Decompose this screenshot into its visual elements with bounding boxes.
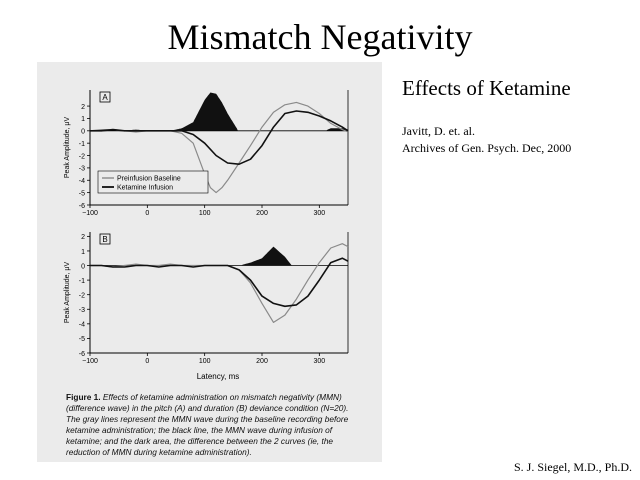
legend-box	[97, 170, 209, 194]
panel-label-box	[99, 91, 111, 103]
x-axis-label: Latency, ms	[197, 372, 240, 381]
y-tick-label: 1	[81, 249, 85, 256]
caption-label: Figure 1.	[66, 392, 101, 402]
x-tick-label: 0	[145, 210, 149, 217]
panel-label: B	[102, 235, 107, 244]
legend-label-ketamine: Ketamine Infusion	[117, 185, 173, 192]
y-tick-label: -4	[79, 322, 85, 329]
citation-authors: Javitt, D. et. al.	[402, 124, 475, 138]
y-tick-label: 2	[81, 104, 85, 111]
y-tick-label: -5	[79, 336, 85, 343]
y-tick-label: -1	[79, 141, 85, 148]
y-tick-label: -1	[79, 278, 85, 285]
panel-a-chart: 2 1 0 -1 -2 -3 -4 -5 -6−100 0 100 200 300 Peak Amplit…	[64, 90, 349, 217]
y-tick-label: -6	[79, 351, 85, 358]
x-tick-label: 100	[199, 358, 211, 365]
figure-caption: Figure 1. Effects of ketamine administra…	[66, 392, 356, 458]
y-tick-label: -2	[79, 153, 85, 160]
legend-label-baseline: Preinfusion Baseline	[117, 176, 181, 183]
caption-text: Effects of ketamine administration on mi…	[66, 392, 349, 457]
series-ketamine-line	[90, 110, 349, 165]
y-tick-label: -3	[79, 166, 85, 173]
series-baseline-line	[90, 243, 349, 323]
series-baseline-line	[89, 101, 349, 194]
slide-subtitle: Effects of Ketamine	[402, 76, 571, 100]
difference-area	[90, 246, 348, 266]
panel-label-box	[99, 233, 111, 245]
y-tick-label: -5	[79, 190, 85, 197]
x-tick-label: −100	[82, 358, 98, 365]
x-tick-label: 200	[256, 210, 268, 217]
panel-b-chart: 2 1 0 -1 -2 -3 -4 -5 -6−100 0 100 200 300 Peak Amplit…	[64, 232, 349, 365]
y-tick-label: 1	[81, 116, 85, 123]
x-tick-label: −100	[82, 210, 98, 217]
y-tick-label: 2	[81, 234, 85, 241]
y-tick-label: -3	[79, 307, 85, 314]
series-ketamine-line	[90, 257, 349, 308]
x-tick-label: 200	[256, 358, 268, 365]
y-tick-label: -4	[79, 178, 85, 185]
y-axis-label: Peak Amplitude, μV	[64, 262, 71, 324]
y-tick-label: -6	[79, 203, 85, 210]
difference-area	[90, 92, 348, 131]
y-tick-label: -2	[79, 292, 85, 299]
y-tick-label: 0	[81, 129, 85, 136]
slide-title: Mismatch Negativity	[167, 17, 473, 57]
citation-journal: Archives of Gen. Psych. Dec, 2000	[402, 141, 572, 155]
x-tick-label: 100	[199, 210, 211, 217]
x-tick-label: 300	[313, 358, 325, 365]
y-tick-label: 0	[81, 263, 85, 270]
x-tick-label: 300	[313, 210, 325, 217]
panel-label: A	[102, 93, 108, 102]
x-tick-label: 0	[145, 358, 149, 365]
y-axis-label: Peak Amplitude, μV	[64, 117, 71, 179]
author-credit: S. J. Siegel, M.D., Ph.D.	[513, 460, 632, 474]
